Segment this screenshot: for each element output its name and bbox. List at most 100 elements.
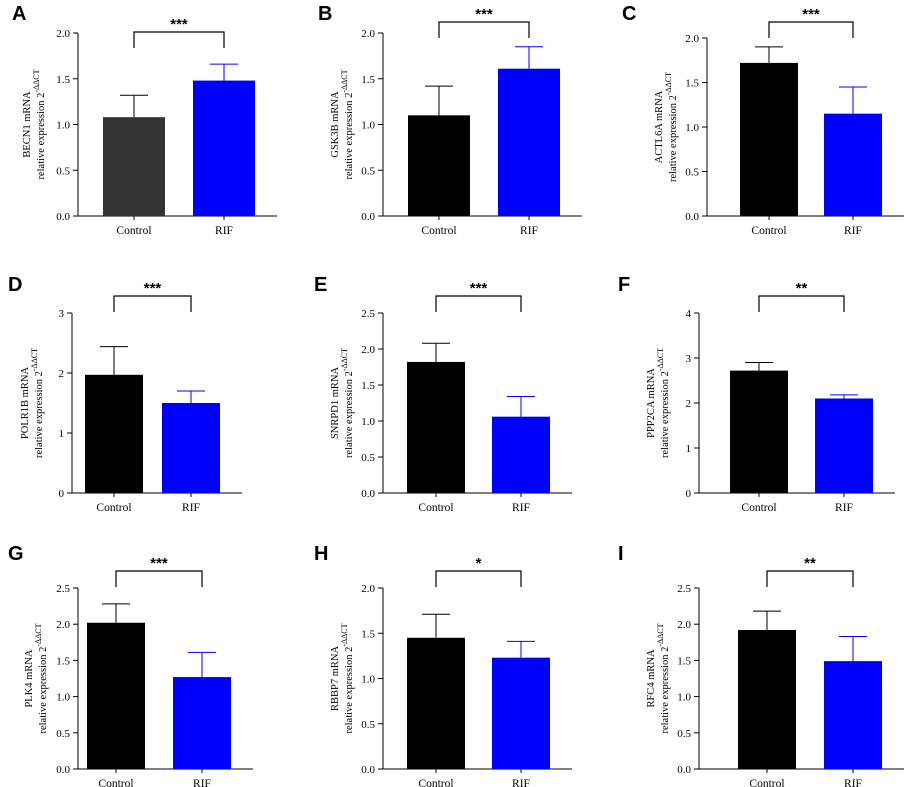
y-axis-label-gene: RBBP7 mRNA bbox=[330, 646, 341, 711]
significance-bracket bbox=[115, 570, 203, 587]
category-label: RIF bbox=[182, 502, 200, 514]
y-tick-label: 1.5 bbox=[677, 655, 691, 667]
panel-letter: B bbox=[318, 3, 332, 25]
y-axis-label-superscript: -ΔΔCT bbox=[664, 72, 673, 95]
category-label: RIF bbox=[835, 502, 853, 514]
y-tick-label: 1.5 bbox=[361, 380, 375, 392]
y-axis-label-text: relative expression 2 bbox=[344, 371, 355, 458]
chart-panel-i: I 0.0 0.5 1.0 1.5 2.0 2.5 Control RIF ** RFC4 mRNA… bbox=[618, 543, 904, 787]
bar-control bbox=[730, 370, 788, 493]
y-tick-label: 0.0 bbox=[361, 764, 375, 776]
bar-rif bbox=[824, 113, 882, 216]
bar-control bbox=[407, 361, 465, 493]
category-label: Control bbox=[421, 225, 456, 237]
y-tick-label: 3 bbox=[686, 353, 692, 365]
category-label: Control bbox=[418, 778, 453, 787]
panel-letter: A bbox=[12, 3, 26, 25]
y-tick-label: 1.5 bbox=[56, 655, 70, 667]
panel-letter: D bbox=[8, 274, 22, 296]
y-tick-label: 0 bbox=[59, 488, 65, 500]
y-axis-label-superscript: -ΔΔCT bbox=[30, 348, 39, 371]
y-axis-label-gene: POLR1B mRNA bbox=[20, 367, 31, 439]
y-axis-label-expression: relative expression 2-ΔΔCT bbox=[340, 69, 355, 179]
y-axis-label-expression: relative expression 2-ΔΔCT bbox=[32, 69, 47, 179]
bar-control bbox=[740, 62, 798, 216]
category-label: Control bbox=[96, 502, 131, 514]
y-axis-label-superscript: -ΔΔCT bbox=[656, 623, 665, 646]
y-tick-label: 2.5 bbox=[56, 583, 70, 595]
y-axis-label-gene: PPP2CA mRNA bbox=[646, 368, 657, 438]
bar-rif bbox=[815, 398, 873, 493]
y-axis-label-text: relative expression 2 bbox=[344, 93, 355, 180]
y-tick-label: 1.5 bbox=[361, 628, 375, 640]
significance-label: *** bbox=[475, 6, 493, 23]
chart-panel-d: D 0 1 2 3 Control RIF *** POLR1B mRNA relative ex… bbox=[8, 274, 242, 514]
category-label: Control bbox=[749, 778, 784, 787]
category-label: RIF bbox=[520, 225, 538, 237]
bar-rif bbox=[193, 80, 255, 216]
y-tick-label: 0.0 bbox=[56, 211, 70, 223]
y-axis-label-superscript: -ΔΔCT bbox=[340, 69, 349, 92]
y-axis-label-text: relative expression 2 bbox=[36, 93, 47, 180]
bar-control bbox=[407, 637, 465, 769]
y-axis-label-superscript: -ΔΔCT bbox=[340, 623, 349, 646]
panel-letter: G bbox=[8, 543, 24, 565]
chart-panel-e: E 0.0 0.5 1.0 1.5 2.0 2.5 Control RIF *** SNRPD1 m… bbox=[314, 274, 572, 514]
y-axis-label-expression: relative expression 2-ΔΔCT bbox=[34, 623, 49, 733]
y-tick-label: 0.5 bbox=[361, 165, 375, 177]
y-tick-label: 0.5 bbox=[685, 167, 699, 179]
chart-panel-h: H 0.0 0.5 1.0 1.5 2.0 Control RIF * RBBP7 mRNA rel… bbox=[314, 543, 572, 787]
y-tick-label: 0.0 bbox=[56, 764, 70, 776]
bar-control bbox=[85, 374, 143, 493]
significance-label: *** bbox=[144, 280, 162, 297]
y-tick-label: 1.5 bbox=[56, 74, 70, 86]
category-label: RIF bbox=[512, 502, 530, 514]
y-axis-label-expression: relative expression 2-ΔΔCT bbox=[340, 348, 355, 458]
y-tick-label: 1.5 bbox=[361, 74, 375, 86]
y-axis-label-text: relative expression 2 bbox=[660, 647, 671, 734]
significance-label: ** bbox=[804, 555, 816, 572]
chart-panel-b: B 0.0 0.5 1.0 1.5 2.0 Control RIF *** GSK3B mRNA r… bbox=[318, 3, 582, 237]
significance-bracket bbox=[758, 295, 845, 312]
y-tick-label: 2 bbox=[686, 398, 692, 410]
significance-bracket bbox=[113, 295, 192, 312]
category-label: Control bbox=[418, 502, 453, 514]
panel-letter: H bbox=[314, 543, 328, 565]
bar-rif bbox=[824, 661, 882, 769]
bar-rif bbox=[173, 677, 231, 769]
y-axis-label-gene: SNRPD1 mRNA bbox=[330, 367, 341, 439]
y-tick-label: 2.0 bbox=[56, 28, 70, 40]
y-tick-label: 1.5 bbox=[685, 78, 699, 90]
category-label: Control bbox=[741, 502, 776, 514]
panel-letter: E bbox=[314, 274, 327, 296]
y-axis-label-gene: ACTL6A mRNA bbox=[654, 90, 665, 163]
significance-bracket bbox=[435, 570, 522, 587]
y-axis-label-text: relative expression 2 bbox=[660, 371, 671, 458]
y-axis-label-text: relative expression 2 bbox=[668, 95, 679, 182]
bar-rif bbox=[492, 416, 550, 493]
y-tick-label: 1 bbox=[59, 428, 65, 440]
category-label: Control bbox=[751, 225, 786, 237]
y-axis-label-superscript: -ΔΔCT bbox=[32, 69, 41, 92]
significance-bracket bbox=[438, 21, 530, 38]
y-axis-label-gene: GSK3B mRNA bbox=[330, 91, 341, 158]
bar-control bbox=[87, 622, 145, 769]
category-label: RIF bbox=[512, 778, 530, 787]
y-axis-label-text: relative expression 2 bbox=[344, 647, 355, 734]
y-tick-label: 4 bbox=[686, 308, 692, 320]
y-tick-label: 0.5 bbox=[56, 728, 70, 740]
y-tick-label: 1.0 bbox=[685, 122, 699, 134]
y-tick-label: 1.0 bbox=[677, 692, 691, 704]
y-axis-label-expression: relative expression 2-ΔΔCT bbox=[656, 348, 671, 458]
category-label: RIF bbox=[193, 778, 211, 787]
significance-bracket bbox=[766, 570, 854, 587]
bar-control bbox=[738, 629, 796, 769]
panel-letter: I bbox=[618, 543, 624, 565]
significance-bracket bbox=[768, 21, 854, 38]
y-axis-label-text: relative expression 2 bbox=[34, 371, 45, 458]
y-axis-label-gene: RFC4 mRNA bbox=[646, 649, 657, 707]
chart-panel-c: C 0.0 0.5 1.0 1.5 2.0 Control RIF *** ACTL6A mRNA… bbox=[622, 3, 904, 237]
bar-rif bbox=[492, 657, 550, 769]
y-tick-label: 1.0 bbox=[361, 416, 375, 428]
y-tick-label: 2 bbox=[59, 368, 65, 380]
